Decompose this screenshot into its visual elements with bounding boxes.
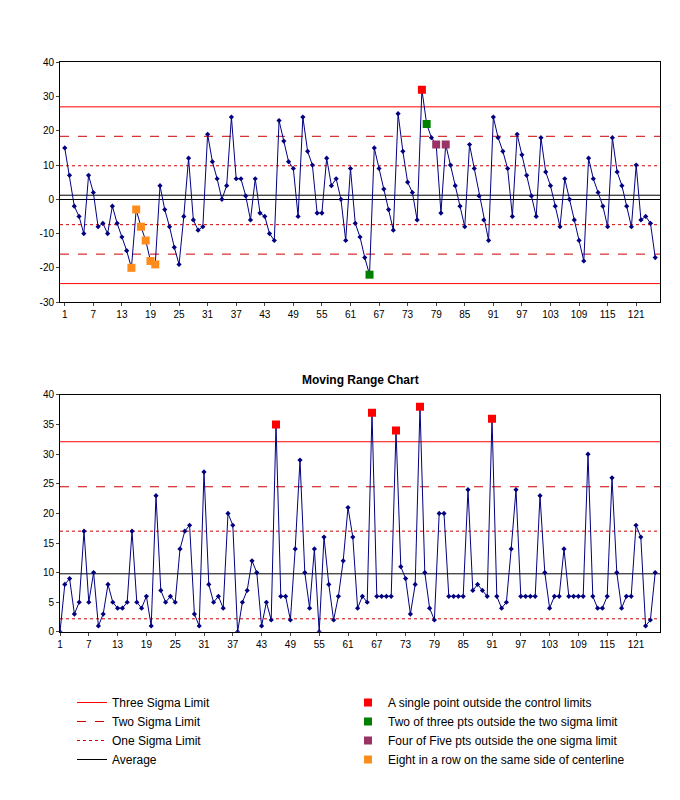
svg-text:30: 30	[43, 91, 55, 102]
svg-text:85: 85	[459, 309, 471, 320]
svg-text:40: 40	[43, 57, 55, 68]
svg-text:103: 103	[541, 639, 558, 650]
svg-text:0: 0	[48, 194, 54, 205]
svg-text:25: 25	[173, 309, 185, 320]
svg-text:49: 49	[288, 309, 300, 320]
svg-text:31: 31	[202, 309, 214, 320]
svg-text:20: 20	[43, 508, 55, 519]
svg-text:97: 97	[515, 639, 527, 650]
svg-text:43: 43	[259, 309, 271, 320]
svg-text:67: 67	[371, 639, 383, 650]
svg-text:Four of Five pts outside the o: Four of Five pts outside the one sigma l…	[388, 734, 617, 748]
svg-text:67: 67	[373, 309, 385, 320]
svg-text:10: 10	[43, 567, 55, 578]
svg-text:Average: Average	[112, 753, 157, 767]
svg-text:40: 40	[43, 389, 55, 400]
svg-text:10: 10	[43, 160, 55, 171]
svg-text:0: 0	[48, 626, 54, 637]
svg-text:7: 7	[91, 309, 97, 320]
svg-text:73: 73	[402, 309, 414, 320]
svg-text:1: 1	[62, 309, 68, 320]
svg-text:25: 25	[170, 639, 182, 650]
svg-text:31: 31	[198, 639, 210, 650]
svg-text:79: 79	[429, 639, 441, 650]
svg-text:85: 85	[458, 639, 470, 650]
svg-text:73: 73	[400, 639, 412, 650]
svg-text:91: 91	[488, 309, 500, 320]
svg-text:37: 37	[227, 639, 239, 650]
svg-text:15: 15	[43, 538, 55, 549]
svg-text:Moving Range Chart: Moving Range Chart	[302, 373, 419, 387]
svg-text:91: 91	[486, 639, 498, 650]
svg-text:35: 35	[43, 419, 55, 430]
svg-text:-30: -30	[40, 297, 55, 308]
svg-text:55: 55	[314, 639, 326, 650]
svg-text:30: 30	[43, 449, 55, 460]
svg-text:-20: -20	[40, 262, 55, 273]
svg-text:13: 13	[116, 309, 128, 320]
svg-text:25: 25	[43, 478, 55, 489]
svg-text:19: 19	[141, 639, 153, 650]
svg-text:Eight in a row on the same sid: Eight in a row on the same side of cente…	[388, 753, 624, 767]
svg-text:Three Sigma Limit: Three Sigma Limit	[112, 696, 210, 710]
svg-text:43: 43	[256, 639, 268, 650]
svg-text:61: 61	[345, 309, 357, 320]
svg-text:79: 79	[431, 309, 443, 320]
svg-text:19: 19	[145, 309, 157, 320]
svg-text:109: 109	[570, 639, 587, 650]
svg-text:5: 5	[48, 597, 54, 608]
svg-text:13: 13	[112, 639, 124, 650]
svg-text:109: 109	[571, 309, 588, 320]
svg-text:97: 97	[516, 309, 528, 320]
svg-text:121: 121	[628, 639, 645, 650]
svg-text:One Sigma Limit: One Sigma Limit	[112, 734, 201, 748]
svg-text:-10: -10	[40, 228, 55, 239]
svg-text:7: 7	[86, 639, 92, 650]
svg-text:115: 115	[599, 639, 615, 650]
svg-text:37: 37	[231, 309, 243, 320]
svg-text:121: 121	[628, 309, 645, 320]
svg-text:55: 55	[316, 309, 328, 320]
svg-text:Two Sigma Limit: Two Sigma Limit	[112, 715, 201, 729]
svg-text:103: 103	[542, 309, 559, 320]
svg-text:20: 20	[43, 125, 55, 136]
svg-text:49: 49	[285, 639, 297, 650]
svg-text:A single point outside the con: A single point outside the control limit…	[388, 696, 591, 710]
svg-text:61: 61	[342, 639, 354, 650]
svg-text:115: 115	[600, 309, 616, 320]
svg-text:Two of three pts outside the t: Two of three pts outside the two sigma l…	[388, 715, 618, 729]
svg-text:1: 1	[57, 639, 63, 650]
